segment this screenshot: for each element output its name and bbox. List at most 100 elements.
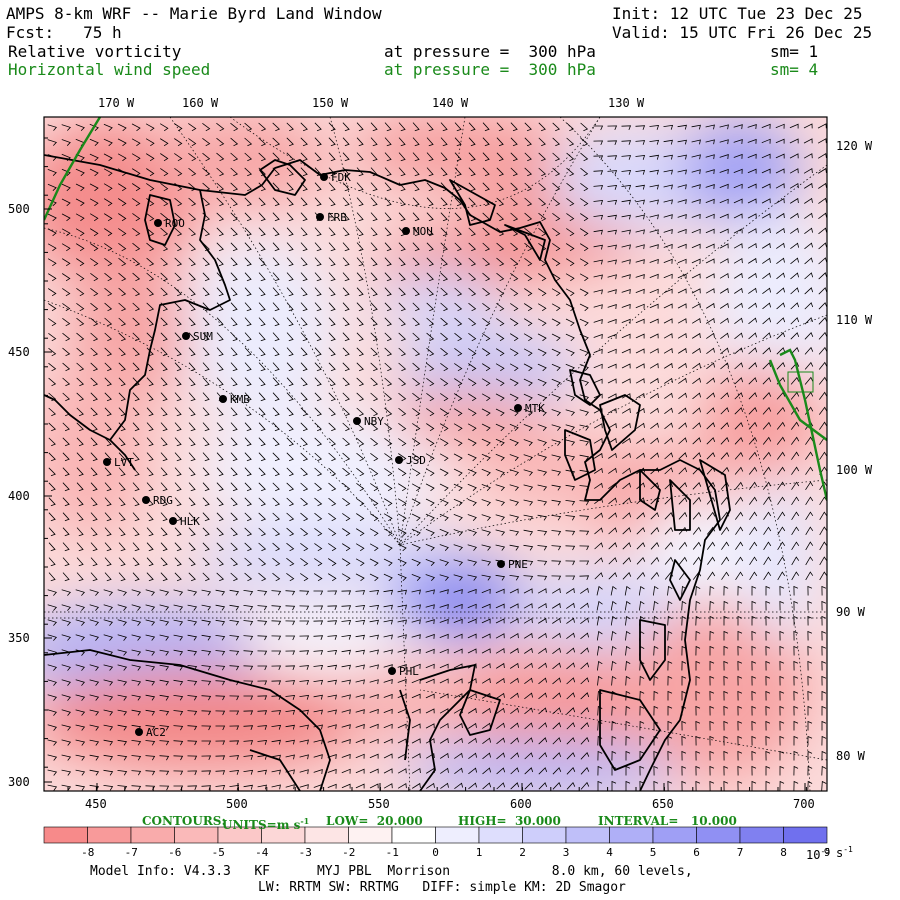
wind-barb [467, 453, 477, 462]
wind-barb [818, 391, 827, 400]
wind-barb [146, 168, 155, 177]
wind-barb [355, 558, 365, 567]
wind-barb [398, 317, 406, 327]
wind-barb [807, 600, 813, 611]
wind-barb [650, 422, 659, 430]
wind-barb [705, 302, 715, 309]
wind-barb [299, 709, 309, 715]
wind-barb [229, 710, 240, 716]
wind-barb [677, 139, 687, 145]
wind-barb [776, 406, 786, 415]
wind-barb [272, 317, 280, 327]
wind-barb [482, 182, 490, 192]
wind-barb [779, 630, 785, 641]
wind-barb [356, 347, 364, 357]
wind-barb [664, 526, 674, 535]
wind-barb [146, 272, 155, 282]
wind-barb [566, 182, 575, 192]
wind-barb [610, 615, 617, 626]
wind-barb [244, 302, 252, 312]
wind-barb [790, 212, 799, 219]
wind-barb [132, 422, 140, 432]
wind-barb [244, 452, 252, 462]
wind-barb [257, 620, 268, 626]
wind-barb [467, 499, 477, 506]
wind-barb [216, 542, 224, 552]
wind-barb [342, 437, 351, 447]
wind-barb [636, 482, 646, 490]
wind-barb [369, 768, 379, 774]
wind-barb [607, 259, 617, 265]
wind-barb [653, 780, 659, 791]
wind-barb [103, 709, 114, 716]
wind-barb [285, 590, 296, 596]
wind-barb [104, 302, 113, 312]
wind-barb [75, 153, 85, 161]
wind-barb [202, 572, 210, 582]
wind-barb [818, 257, 827, 265]
wind-barb [439, 633, 449, 639]
wind-barb [663, 139, 673, 145]
wind-barb [383, 513, 393, 522]
wind-barb [524, 722, 533, 730]
wind-barb [48, 377, 57, 387]
wind-barb [132, 512, 140, 522]
wind-barb [779, 765, 785, 776]
wind-barb [565, 409, 576, 416]
wind-barb [481, 468, 491, 476]
wind-barb [286, 407, 294, 417]
wind-barb [775, 212, 785, 219]
wind-barb [580, 182, 589, 192]
wind-barb [625, 690, 631, 701]
wind-barb [789, 153, 799, 159]
wind-barb [649, 363, 659, 369]
wind-barb [537, 514, 548, 521]
wind-barb [355, 738, 365, 744]
wind-barb [286, 242, 294, 252]
wind-barb [160, 482, 168, 492]
wind-barb [454, 317, 463, 327]
wind-barb [272, 452, 280, 462]
wind-barb [300, 437, 308, 447]
wind-barb [747, 153, 757, 159]
wind-barb [639, 675, 645, 686]
wind-barb [467, 529, 478, 536]
wind-barb [426, 332, 435, 342]
wind-barb [677, 303, 687, 309]
wind-barb [566, 692, 576, 700]
wind-barb [103, 679, 114, 686]
wind-barb [819, 481, 827, 491]
wind-barb [314, 407, 322, 417]
wind-barb [47, 589, 58, 596]
wind-barb [243, 680, 254, 686]
wind-barb [48, 347, 57, 357]
wind-barb [201, 665, 212, 671]
wind-barb [412, 317, 421, 327]
wind-barb [551, 515, 562, 521]
wind-barb [397, 498, 407, 507]
wind-barb [258, 437, 266, 447]
station-label: PHL [399, 665, 419, 678]
wind-barb [356, 137, 364, 147]
wind-barb [244, 527, 253, 537]
wind-barb [216, 362, 224, 372]
wind-barb [90, 572, 98, 582]
wind-barb [439, 438, 449, 447]
wind-barb [370, 452, 379, 462]
wind-barb [622, 527, 632, 535]
wind-barb [763, 496, 772, 505]
wind-barb [639, 735, 645, 746]
wind-barb [104, 332, 113, 342]
wind-barb [61, 709, 71, 716]
wind-barb [747, 168, 757, 174]
wind-barb [89, 198, 99, 207]
wind-barb [397, 678, 407, 684]
wind-barb [537, 484, 548, 491]
wind-barb [496, 287, 505, 297]
wind-barb [272, 302, 280, 312]
wind-barb [467, 633, 477, 639]
colorbar-swatch [87, 826, 132, 844]
wind-barb [454, 137, 462, 147]
wind-barb [777, 466, 786, 475]
